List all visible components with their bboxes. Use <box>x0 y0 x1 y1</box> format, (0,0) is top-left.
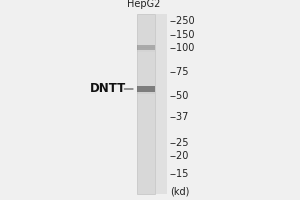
Bar <box>136 92 154 94</box>
Text: DNTT: DNTT <box>90 82 126 95</box>
Text: --50: --50 <box>169 91 189 101</box>
Text: --150: --150 <box>169 30 195 40</box>
Bar <box>136 45 154 50</box>
Text: --20: --20 <box>169 151 189 161</box>
Bar <box>136 88 154 90</box>
Text: --25: --25 <box>169 138 189 148</box>
Bar <box>136 86 154 92</box>
Bar <box>136 47 154 48</box>
Bar <box>136 50 154 52</box>
Text: HepG2: HepG2 <box>127 0 160 9</box>
Bar <box>156 14 166 194</box>
Bar <box>136 14 154 194</box>
Text: (kd): (kd) <box>170 186 190 196</box>
Text: --37: --37 <box>169 112 189 122</box>
Text: --75: --75 <box>169 67 189 77</box>
Text: --250: --250 <box>169 16 195 26</box>
Text: --100: --100 <box>169 43 195 53</box>
Text: --15: --15 <box>169 169 189 179</box>
